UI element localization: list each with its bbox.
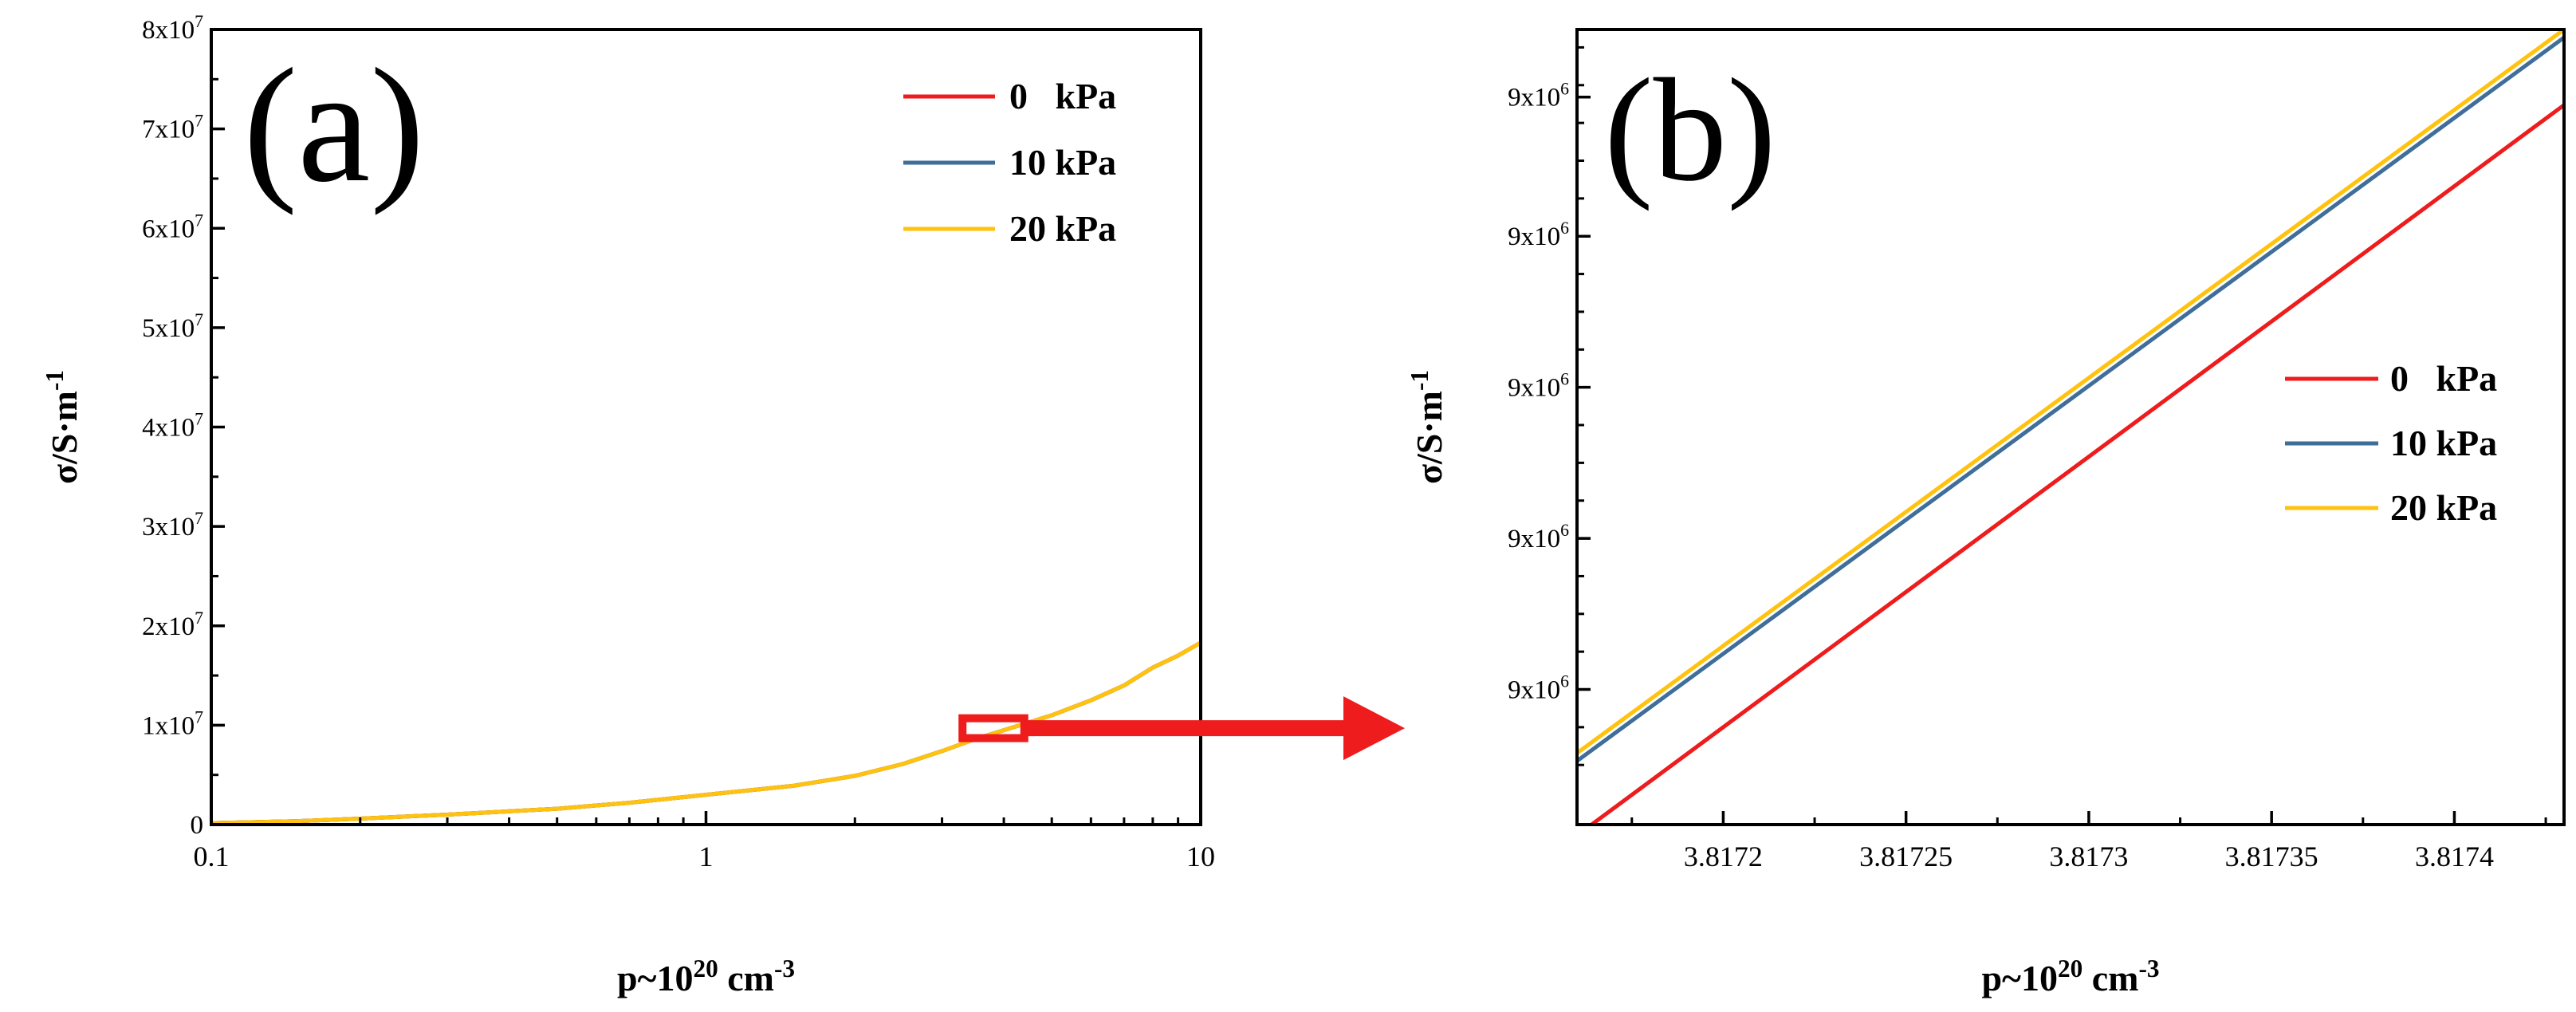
panel-a-x-axis-label-exp2: -3 [774,955,795,982]
panel-a-y-tick-label-exp: 7 [195,707,203,727]
panel-b-x-tick-label: 3.8173 [2049,841,2128,872]
panel-a-y-axis-label: σ/S·m-1 [41,370,85,484]
panel-b-y-tick-label-main: 9x10 [1508,676,1560,705]
panel-b-x-axis-label-mid: cm [2082,958,2138,998]
panel-a-y-tick-label-main: 1x10 [142,711,195,740]
zoom-arrow-head [1343,696,1405,761]
panel-a-y-tick-label: 2x107 [142,608,203,641]
panel-b-y-tick-label: 9x106 [1508,219,1569,251]
zoom-box [958,714,1028,742]
panel-b-series-group [1577,30,2564,825]
panel-b-y-tick-label-main: 9x10 [1508,374,1560,403]
panel-b-x-axis-label: p~1020 cm-3 [1981,955,2159,998]
panel-b-panel-label: (b) [1604,49,1776,212]
panel-a-panel-label: (a) [243,35,425,216]
panel-b-y-tick-label-exp: 6 [1560,370,1569,389]
panel-a-y-tick-label-exp: 7 [195,410,203,429]
panel-a-y-tick-label: 8x107 [142,12,203,45]
panel-b-y-tick-label-exp: 6 [1560,672,1569,691]
panel-b-series-line-20kpa [1577,30,2564,755]
panel-a-y-tick-label: 1x107 [142,707,203,740]
panel-b-y-tick-label: 9x106 [1508,80,1569,112]
panel-a-legend-label: 0 kPa [1009,76,1116,116]
panel-b-x-tick-label: 3.8174 [2415,841,2494,872]
panel-b-x-axis-label-exp2: -3 [2138,955,2159,982]
panel-b-legend-label: 0 kPa [2390,358,2497,399]
panel-b-plot-frame [1575,28,2566,826]
panel-a-legend-label: 10 kPa [1009,142,1116,183]
panel-a-chart: 01x1072x1073x1074x1075x1076x1077x1078x10… [41,12,1215,998]
panel-b-y-axis-label-exp: -1 [1406,370,1434,391]
panel-a-y-tick-label-exp: 7 [195,608,203,628]
panel-a-legend-label: 20 kPa [1009,208,1116,249]
panel-a-y-tick-label-main: 6x10 [142,215,195,243]
panel-a-y-tick-label: 4x107 [142,410,203,443]
panel-a-y-tick-label-exp: 7 [195,112,203,131]
panel-a-y-tick-label: 0 [191,811,204,840]
panel-a-y-tick-label-exp: 7 [195,12,203,31]
panel-a-x-axis-label: p~1020 cm-3 [617,955,795,998]
panel-b-legend-label: 10 kPa [2390,423,2497,463]
panel-b-y-tick-label: 9x106 [1508,521,1569,553]
panel-b-x-tick-label: 3.81735 [2225,841,2318,872]
panel-b-x-tick-label: 3.8172 [1684,841,1763,872]
panel-a-y-tick-label-main: 2x10 [142,612,195,641]
panel-b-y-tick-label-main: 9x10 [1508,222,1560,251]
panel-a-y-tick-label-main: 0 [191,811,204,840]
panel-b-x-axis-label-main: p~10 [1981,958,2058,998]
panel-a-y-tick-label: 3x107 [142,509,203,541]
panel-b-legend-label: 20 kPa [2390,487,2497,528]
panel-b-x-axis-label-exp1: 20 [2058,955,2082,982]
panel-b-y-tick-label-exp: 6 [1560,219,1569,238]
panel-b-series-line-0kpa [1589,103,2564,825]
panel-b-series-line-10kpa [1577,35,2564,763]
panel-b-x-tick-label: 3.81725 [1859,841,1953,872]
panel-a-y-tick-label-exp: 7 [195,509,203,528]
panel-a-y-tick-label-exp: 7 [195,310,203,329]
panel-b-y-tick-label-exp: 6 [1560,80,1569,99]
panel-a-x-tick-label: 0.1 [194,841,230,872]
panel-a-legend: 0 kPa 10 kPa 20 kPa [903,76,1116,249]
panel-a-y-tick-label-main: 5x10 [142,314,195,343]
panel-b-y-tick-label-main: 9x10 [1508,84,1560,112]
panel-a-y-tick-label-main: 7x10 [142,116,195,144]
panel-a-x-axis-label-main: p~10 [617,958,694,998]
panel-a-x-axis-label-exp1: 20 [693,955,718,982]
panel-a-y-tick-label: 7x107 [142,112,203,144]
panel-b-y-axis-label: σ/S·m-1 [1406,370,1449,484]
panel-a-x-tick-label: 1 [699,841,714,872]
panel-b-legend: 0 kPa 10 kPa 20 kPa [2285,358,2497,528]
panel-b-y-tick-label: 9x106 [1508,672,1569,705]
panel-a-x-axis-label-mid: cm [718,958,774,998]
panel-b-y-tick-label-main: 9x10 [1508,525,1560,553]
panel-a-series-line-20kpa [211,640,1201,825]
panel-b-y-tick-label-exp: 6 [1560,521,1569,540]
panel-b-y-tick-label: 9x106 [1508,370,1569,403]
panel-a-x-tick-label: 10 [1186,841,1215,872]
panel-a-y-axis-label-exp: -1 [41,370,69,391]
zoom-arrow-layer [958,696,1405,761]
panel-a-y-tick-label: 6x107 [142,211,203,243]
panel-a-y-tick-label-main: 3x10 [142,513,195,541]
panel-a-y-axis-label-main: σ/S·m [44,391,85,484]
panel-a-series-group [211,640,1201,825]
panel-b-y-axis-label-main: σ/S·m [1409,391,1449,484]
panel-a-y-tick-label-exp: 7 [195,211,203,230]
panel-a-y-tick-label: 5x107 [142,310,203,343]
panel-a-y-tick-label-main: 8x10 [142,16,195,45]
panel-a-y-tick-label-main: 4x10 [142,414,195,443]
